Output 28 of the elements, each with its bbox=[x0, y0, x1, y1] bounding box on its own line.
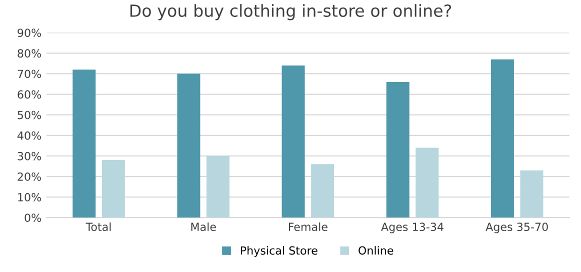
y-tick-label: 30% bbox=[18, 152, 42, 160]
x-tick-label: Male bbox=[191, 222, 216, 232]
y-tick-label: 70% bbox=[18, 70, 42, 78]
bar bbox=[416, 148, 439, 218]
bar bbox=[177, 74, 200, 218]
y-tick-label: 0% bbox=[24, 214, 42, 222]
bar bbox=[520, 170, 544, 218]
y-tick-label: 40% bbox=[17, 131, 42, 140]
chart-title: Do you buy clothing in-store or online? bbox=[130, 4, 452, 20]
y-tick-label: 50% bbox=[18, 110, 42, 120]
bar bbox=[386, 82, 410, 218]
legend-label: Physical Store bbox=[240, 246, 318, 257]
y-tick-label: 80% bbox=[18, 49, 42, 58]
y-tick-label: 20% bbox=[18, 172, 42, 181]
legend-label: Online bbox=[358, 246, 394, 255]
bar bbox=[490, 59, 514, 218]
bar bbox=[72, 70, 96, 218]
bar bbox=[282, 66, 305, 218]
y-tick-label: 10% bbox=[18, 193, 42, 202]
bar bbox=[311, 164, 334, 218]
x-tick-label: Female bbox=[288, 222, 328, 232]
x-tick-label: Total bbox=[86, 222, 111, 232]
y-tick-label: 60% bbox=[18, 90, 42, 99]
y-tick-label: 90% bbox=[18, 28, 42, 38]
bar bbox=[206, 156, 230, 218]
bar bbox=[102, 160, 125, 218]
x-tick-label: Ages 13-34 bbox=[381, 222, 444, 234]
x-tick-label: Ages 35-70 bbox=[486, 222, 548, 234]
